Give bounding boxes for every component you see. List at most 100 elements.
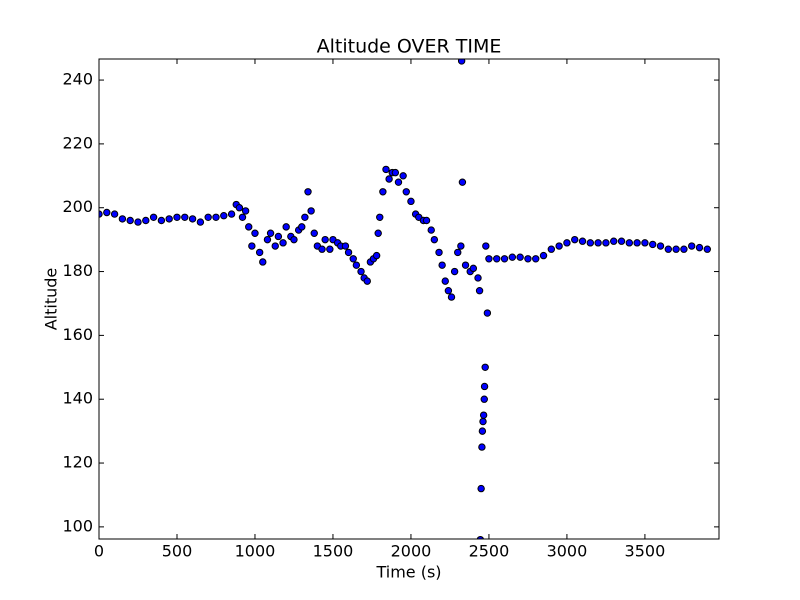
- point: [649, 240, 657, 249]
- x-tick-label: 2500: [469, 542, 510, 561]
- point: [165, 215, 173, 223]
- point: [500, 255, 509, 263]
- y-tick-label: 200: [62, 197, 93, 216]
- point: [454, 248, 462, 257]
- point: [352, 261, 361, 269]
- point: [578, 237, 587, 245]
- point: [310, 229, 318, 237]
- point: [688, 242, 696, 250]
- point: [301, 213, 309, 221]
- point: [238, 213, 247, 221]
- point: [149, 213, 158, 221]
- point: [438, 261, 446, 269]
- point: [402, 188, 410, 196]
- point: [344, 248, 353, 257]
- point: [602, 239, 610, 247]
- point: [298, 223, 306, 231]
- point: [703, 245, 712, 253]
- point: [457, 242, 465, 250]
- point: [422, 216, 431, 225]
- point: [279, 239, 287, 247]
- point: [251, 229, 259, 237]
- point: [482, 242, 490, 250]
- point: [479, 417, 487, 426]
- x-tick-label: 0: [94, 542, 104, 561]
- point: [326, 245, 334, 253]
- point: [493, 255, 501, 263]
- point: [571, 235, 579, 244]
- point: [469, 264, 478, 273]
- point: [480, 395, 488, 403]
- point: [478, 443, 486, 451]
- point: [341, 242, 350, 250]
- point: [282, 223, 290, 231]
- point: [374, 229, 382, 237]
- point: [245, 223, 253, 231]
- point: [385, 175, 393, 183]
- x-tick-label: 2000: [391, 542, 432, 561]
- chart-title: Altitude OVER TIME: [317, 36, 502, 58]
- point: [610, 237, 618, 245]
- point: [672, 245, 680, 253]
- point: [474, 274, 482, 282]
- x-axis-label: Time (s): [375, 563, 441, 582]
- point: [547, 245, 556, 253]
- x-tick-label: 1000: [235, 542, 276, 561]
- point: [664, 245, 673, 253]
- point: [357, 267, 365, 276]
- point: [259, 258, 267, 266]
- point: [625, 239, 634, 247]
- y-tick-label: 100: [62, 516, 93, 535]
- point: [633, 239, 641, 247]
- point: [563, 239, 571, 247]
- point: [430, 235, 439, 244]
- point: [478, 427, 487, 435]
- point: [304, 188, 312, 196]
- points: [99, 59, 712, 539]
- y-axis-label: Altitude: [42, 268, 61, 331]
- point: [372, 251, 381, 260]
- point: [435, 248, 443, 257]
- point: [157, 216, 166, 225]
- point: [594, 239, 602, 247]
- point: [188, 215, 197, 223]
- point: [461, 261, 470, 269]
- point: [274, 232, 283, 241]
- point: [307, 207, 315, 215]
- y-tick-label: 180: [62, 261, 93, 280]
- point: [290, 235, 298, 244]
- point: [617, 237, 626, 245]
- point: [641, 239, 649, 247]
- point: [475, 287, 484, 295]
- point: [110, 210, 119, 218]
- point: [271, 242, 279, 250]
- point: [479, 411, 488, 419]
- point: [586, 239, 595, 247]
- point: [248, 242, 256, 250]
- point: [241, 207, 250, 215]
- point: [321, 235, 329, 244]
- point: [508, 253, 517, 261]
- point: [407, 197, 415, 206]
- point: [134, 218, 142, 226]
- point: [318, 245, 326, 253]
- point: [118, 215, 127, 223]
- point: [458, 178, 467, 186]
- point: [212, 213, 220, 221]
- y-tick-label: 160: [62, 325, 93, 344]
- x-tick-label: 500: [162, 542, 193, 561]
- x-tick-label: 1500: [313, 542, 354, 561]
- point: [476, 535, 485, 539]
- point: [103, 208, 111, 217]
- point: [266, 229, 275, 237]
- point: [450, 267, 459, 276]
- point: [126, 216, 134, 225]
- point: [204, 213, 212, 221]
- point: [447, 293, 456, 301]
- point: [480, 382, 489, 391]
- point: [695, 243, 704, 252]
- x-tick-label: 3000: [547, 542, 588, 561]
- point: [477, 484, 485, 493]
- point: [349, 255, 357, 263]
